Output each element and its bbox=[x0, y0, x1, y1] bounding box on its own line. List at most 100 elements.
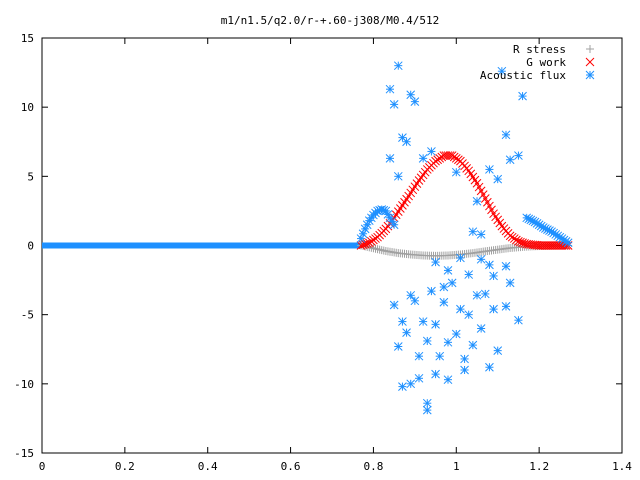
star-marker bbox=[443, 266, 453, 275]
x-tick-label: 0.8 bbox=[363, 460, 383, 473]
star-marker bbox=[485, 165, 494, 174]
star-marker bbox=[422, 398, 432, 408]
cross-marker bbox=[536, 241, 546, 250]
star-marker bbox=[505, 278, 515, 288]
star-marker bbox=[443, 375, 453, 385]
star-marker bbox=[514, 315, 523, 325]
axes-ticks: 0 0.2 0.4 0.6 0.8 1 1.2 1.4 15 10 5 0 -5 -10 -15 bbox=[14, 32, 632, 473]
series-2 bbox=[356, 61, 573, 415]
star-marker bbox=[493, 346, 503, 355]
star-marker bbox=[485, 260, 494, 270]
cross-marker bbox=[362, 239, 372, 248]
star-marker bbox=[402, 137, 411, 147]
cross-marker bbox=[547, 241, 556, 250]
star-marker bbox=[472, 290, 482, 300]
star-marker bbox=[393, 61, 403, 71]
star-marker bbox=[451, 167, 461, 177]
cross-marker bbox=[585, 57, 595, 67]
cross-marker bbox=[534, 241, 544, 250]
y-tick-label: -10 bbox=[14, 378, 34, 391]
y-tick-label: -15 bbox=[14, 447, 34, 460]
star-marker bbox=[451, 329, 461, 339]
star-marker bbox=[393, 342, 403, 351]
y-tick-label: 0 bbox=[27, 240, 34, 253]
star-marker bbox=[476, 230, 486, 239]
star-marker bbox=[435, 351, 445, 361]
x-tick-label: 0.6 bbox=[281, 460, 301, 473]
cross-marker bbox=[541, 241, 550, 250]
star-marker bbox=[456, 304, 465, 314]
star-marker bbox=[439, 282, 449, 292]
star-marker bbox=[514, 151, 523, 160]
star-marker bbox=[443, 337, 453, 347]
y-tick-label: -5 bbox=[21, 309, 34, 322]
cross-marker bbox=[538, 241, 548, 250]
star-marker bbox=[464, 310, 474, 320]
series-layer bbox=[356, 61, 573, 415]
star-marker bbox=[468, 227, 478, 237]
star-marker bbox=[427, 286, 436, 296]
y-tick-label: 5 bbox=[27, 170, 34, 183]
star-marker bbox=[501, 302, 511, 311]
star-marker bbox=[427, 147, 436, 156]
series-1 bbox=[356, 151, 573, 250]
star-marker bbox=[385, 84, 395, 94]
star-marker bbox=[389, 300, 399, 310]
cross-marker bbox=[443, 151, 453, 160]
star-marker bbox=[460, 354, 469, 364]
star-marker bbox=[468, 340, 478, 350]
star-marker bbox=[476, 324, 486, 333]
star-marker bbox=[518, 91, 527, 101]
star-marker bbox=[406, 290, 416, 300]
star-marker bbox=[456, 253, 465, 263]
star-marker bbox=[358, 229, 368, 239]
star-marker bbox=[393, 171, 403, 181]
star-marker bbox=[406, 90, 416, 100]
y-tick-label: 15 bbox=[21, 32, 34, 45]
x-tick-label: 1.4 bbox=[612, 460, 632, 473]
cross-marker bbox=[555, 241, 565, 250]
cross-marker bbox=[543, 241, 552, 250]
star-marker bbox=[431, 319, 440, 329]
star-marker bbox=[389, 100, 399, 109]
star-marker bbox=[480, 289, 490, 299]
star-marker bbox=[447, 278, 457, 288]
star-marker bbox=[398, 317, 407, 326]
star-marker bbox=[418, 317, 428, 326]
star-marker bbox=[472, 196, 482, 206]
y-tick-label: 10 bbox=[21, 101, 34, 114]
chart-title: m1/n1.5/q2.0/r-+.60-j308/M0.4/512 bbox=[221, 14, 440, 27]
star-marker bbox=[485, 362, 494, 372]
star-marker bbox=[501, 261, 511, 271]
star-marker bbox=[501, 130, 511, 140]
star-marker bbox=[476, 254, 486, 264]
x-tick-label: 1.2 bbox=[529, 460, 549, 473]
star-marker bbox=[431, 369, 440, 379]
star-marker bbox=[439, 297, 449, 307]
star-marker bbox=[410, 296, 420, 306]
legend-label: G work bbox=[526, 56, 566, 69]
star-marker bbox=[489, 304, 498, 314]
x-tick-label: 0 bbox=[39, 460, 46, 473]
star-marker bbox=[460, 365, 469, 375]
star-marker bbox=[385, 153, 395, 163]
star-marker bbox=[563, 238, 573, 248]
star-marker bbox=[414, 351, 424, 361]
star-marker bbox=[422, 336, 432, 346]
star-marker bbox=[489, 271, 498, 281]
star-marker bbox=[398, 382, 407, 391]
star-marker bbox=[402, 328, 411, 338]
plus-marker bbox=[586, 45, 594, 53]
star-marker bbox=[422, 405, 432, 415]
star-marker bbox=[406, 379, 416, 389]
star-marker bbox=[410, 97, 420, 106]
x-tick-label: 1 bbox=[453, 460, 460, 473]
star-marker bbox=[505, 155, 515, 165]
star-marker bbox=[431, 257, 440, 267]
x-tick-label: 0.4 bbox=[198, 460, 218, 473]
legend-label: R stress bbox=[513, 43, 566, 56]
star-marker bbox=[585, 70, 595, 80]
legend-label: Acoustic flux bbox=[480, 69, 566, 82]
